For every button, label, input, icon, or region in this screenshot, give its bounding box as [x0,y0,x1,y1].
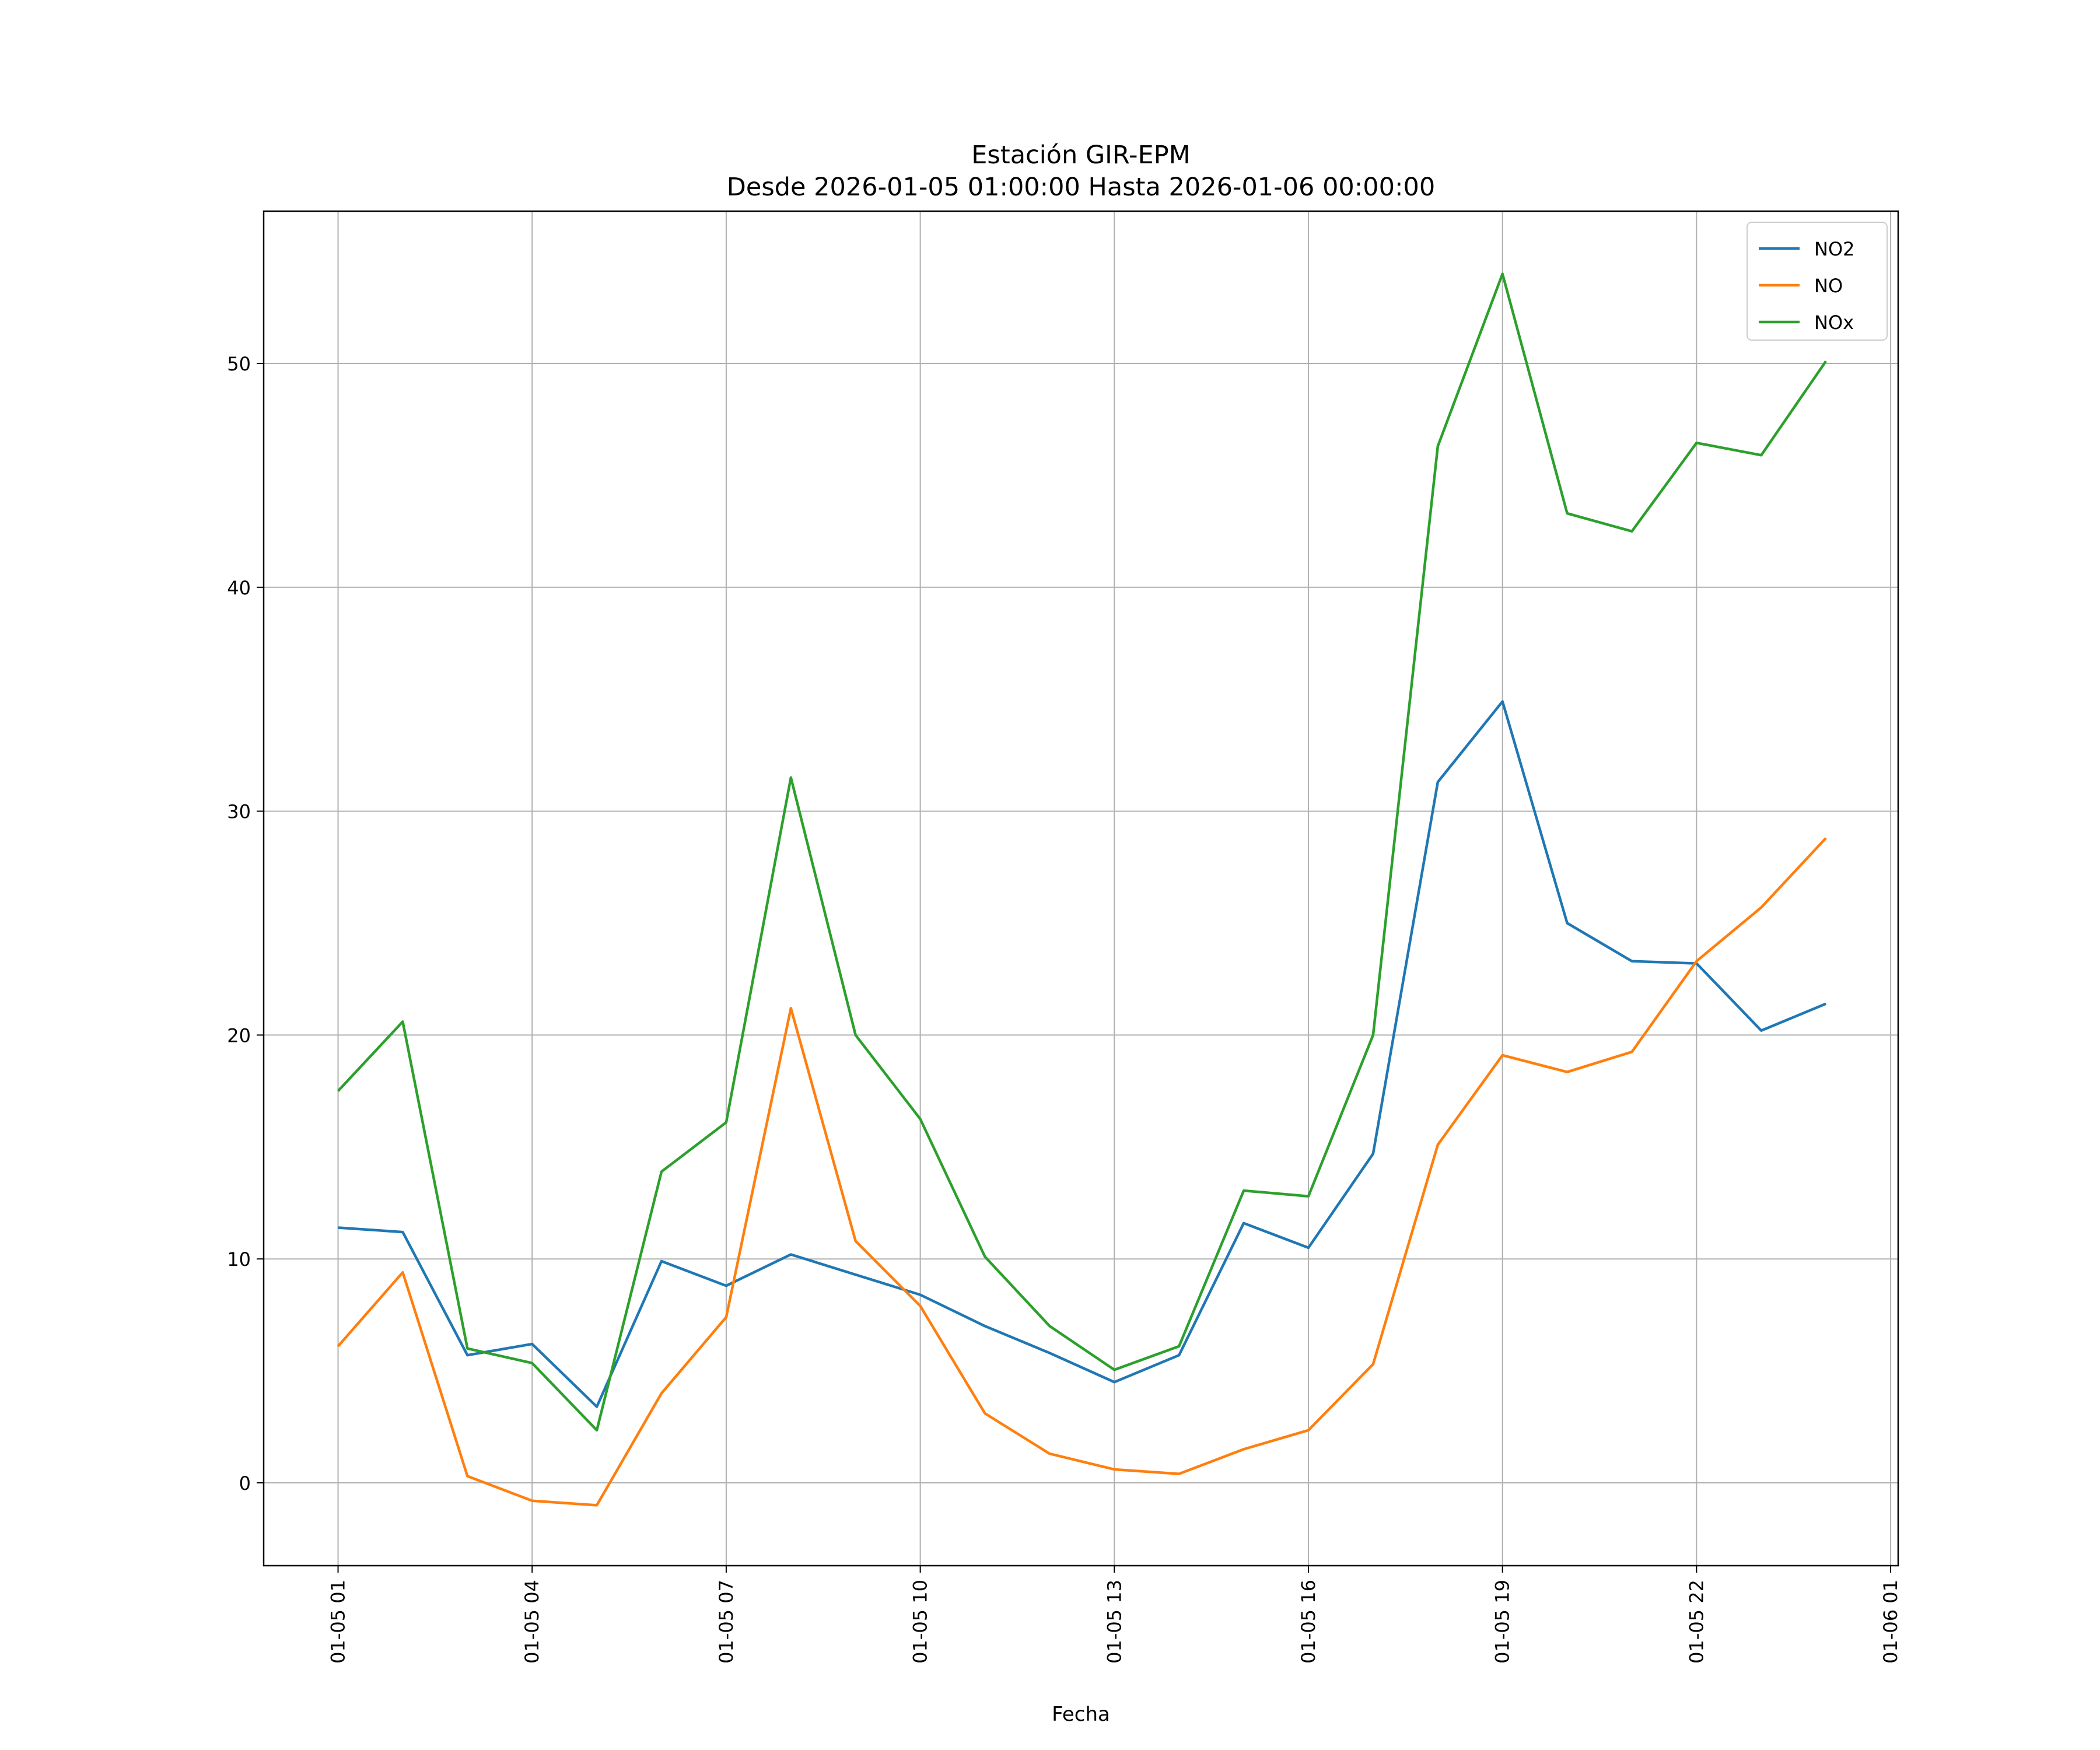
x-tick-label: 01-05 22 [1685,1580,1707,1664]
x-tick-label: 01-05 10 [909,1580,932,1664]
chart-title: Estación GIR-EPM [971,141,1190,170]
series-lines [337,272,1828,1507]
y-tick-label: 50 [227,353,251,375]
legend: NO2 NO NOx [1746,222,1888,341]
grid-lines [264,211,1898,1566]
x-tick-label: 01-05 16 [1297,1580,1320,1664]
series-line-no2 [338,700,1827,1408]
y-tick-label: 40 [227,577,251,599]
y-tick-label: 30 [227,801,251,823]
plot-frame [262,210,1899,1567]
x-axis: 01-05 01 01-05 04 01-05 07 01-05 10 01-05 13… [327,1566,1902,1664]
series-line-no [337,837,1827,1507]
y-axis: 0 10 20 30 40 50 [227,353,264,1494]
legend-box [1746,222,1888,341]
legend-label-no: NO [1814,275,1843,297]
chart-subtitle: Desde 2026-01-05 01:00:00 Hasta 2026-01-… [727,173,1435,202]
legend-label-no2: NO2 [1814,238,1854,260]
y-tick-label: 0 [239,1472,251,1494]
x-axis-label: Fecha [1052,1703,1110,1726]
x-tick-label: 01-05 13 [1103,1580,1125,1664]
y-tick-label: 20 [227,1024,251,1046]
x-tick-label: 01-05 04 [521,1580,543,1664]
y-tick-label: 10 [227,1248,251,1270]
x-tick-label: 01-05 01 [327,1580,349,1664]
x-tick-label: 01-05 19 [1492,1580,1514,1664]
series-line-nox [337,272,1828,1432]
legend-label-nox: NOx [1814,312,1854,334]
x-tick-label: 01-06 01 [1880,1580,1902,1664]
x-tick-label: 01-05 07 [715,1580,737,1664]
